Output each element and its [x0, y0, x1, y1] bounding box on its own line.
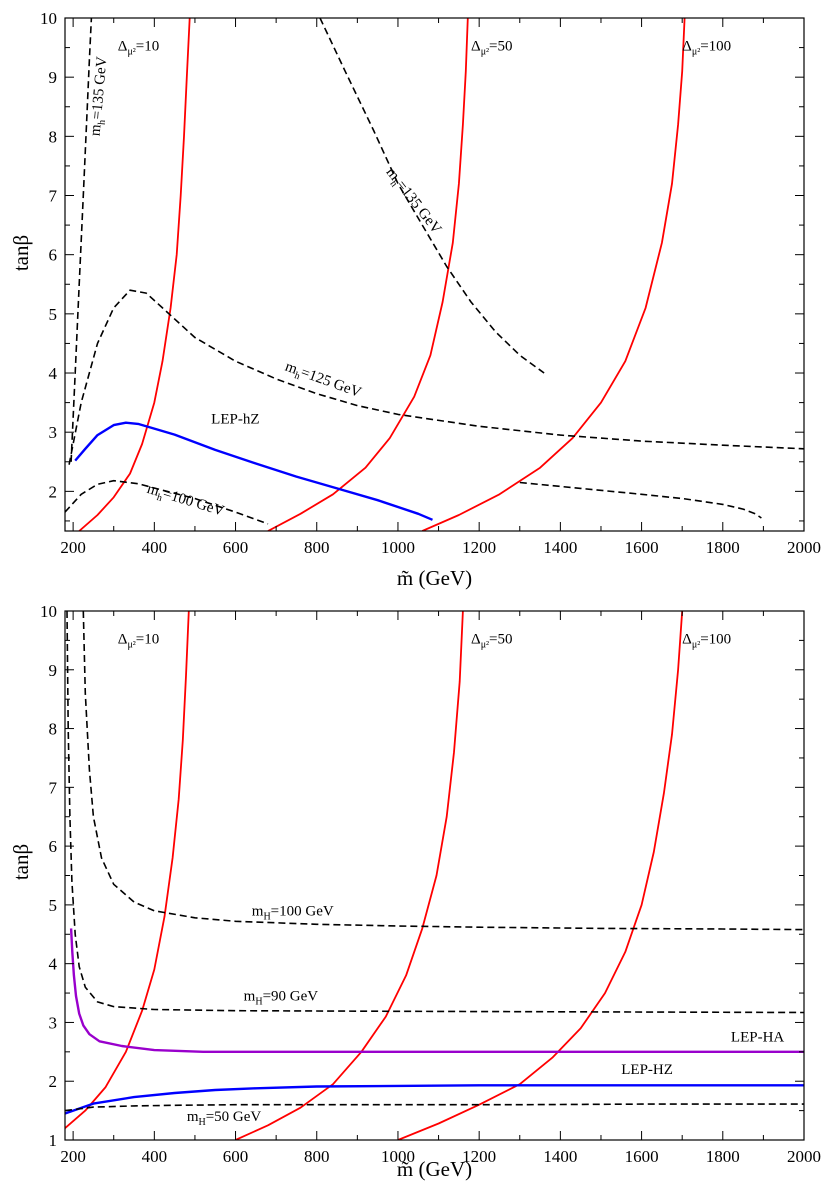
x-tick-label: 1400 — [543, 538, 577, 557]
y-tick-label: 7 — [49, 187, 58, 206]
series-line-7 — [519, 481, 762, 519]
y-tick-label: 2 — [49, 482, 58, 501]
y-axis-title: tanβ — [9, 844, 33, 880]
x-axis-title: m̃ (GeV) — [397, 1157, 472, 1181]
x-tick-label: 1800 — [706, 538, 740, 557]
y-tick-label: 5 — [49, 896, 58, 915]
curve-label-rotated: mh=135 GeV — [380, 164, 444, 239]
plot-area — [65, 611, 804, 1140]
x-tick-label: 1800 — [706, 1147, 740, 1166]
x-tick-label: 600 — [223, 1147, 249, 1166]
y-tick-label: 9 — [49, 661, 58, 680]
x-tick-label: 1000 — [381, 538, 415, 557]
series-line-4 — [66, 611, 804, 1014]
series-line-1 — [235, 611, 464, 1140]
curve-label: Δμ²=10 — [118, 39, 159, 58]
x-tick-label: 1200 — [462, 1147, 496, 1166]
curve-label: Δμ²=50 — [471, 39, 512, 58]
series-line-5 — [69, 928, 804, 1054]
series-line-7 — [65, 1103, 804, 1112]
y-axis-title: tanβ — [9, 235, 33, 271]
y-tick-label: 8 — [49, 127, 58, 146]
curve-label: LEP-hZ — [211, 411, 259, 427]
y-tick-label: 3 — [49, 1013, 58, 1032]
curve-label: Δμ²=100 — [682, 39, 731, 58]
series-line-8 — [74, 421, 433, 521]
y-tick-label: 7 — [49, 778, 58, 797]
plot-frame — [64, 17, 805, 532]
series-line-6 — [65, 479, 269, 525]
top-chart: 200 400 600 800 1000 1200 1400 1600 1800 2000 2 3 4 5… — [9, 9, 821, 590]
x-tick-label: 400 — [142, 538, 168, 557]
curve-label: LEP-HZ — [621, 1062, 673, 1078]
y-tick-label: 1 — [49, 1131, 58, 1150]
plot-frame — [64, 610, 805, 1141]
series-line-5 — [68, 289, 804, 465]
curve-label-rotated: mh=135 GeV — [88, 56, 114, 137]
curve-label-rotated: mh=100 GeV — [144, 481, 226, 523]
x-tick-label: 1200 — [462, 538, 496, 557]
x-tick-label: 600 — [223, 538, 249, 557]
curve-label: mH=50 GeV — [187, 1109, 262, 1128]
x-tick-label: 1400 — [543, 1147, 577, 1166]
x-tick-label: 1600 — [625, 1147, 659, 1166]
y-tick-label: 3 — [49, 423, 58, 442]
x-tick-label: 2000 — [787, 1147, 821, 1166]
series-line-4 — [319, 18, 545, 374]
y-tick-label: 4 — [49, 364, 58, 383]
x-tick-label: 2000 — [787, 538, 821, 557]
x-tick-label: 800 — [304, 1147, 330, 1166]
series-line-0 — [65, 611, 190, 1129]
curve-label: mH=100 GeV — [252, 903, 334, 922]
x-axis-title: m̃ (GeV) — [397, 566, 472, 590]
bottom-chart: 200 400 600 800 1000 1200 1400 1600 1800 2000 1 2 3 4… — [9, 602, 821, 1181]
y-tick-label: 6 — [49, 246, 58, 265]
y-tick-label: 8 — [49, 720, 58, 739]
y-tick-label: 10 — [40, 602, 57, 621]
series-line-1 — [267, 18, 469, 531]
series-line-3 — [70, 18, 93, 462]
x-tick-label: 200 — [60, 1147, 86, 1166]
series-line-0 — [78, 18, 191, 531]
curve-label-rotated: mh=125 GeV — [282, 359, 364, 404]
curve-label: LEP-HA — [731, 1029, 784, 1045]
x-tick-label: 400 — [142, 1147, 168, 1166]
plot-area — [65, 18, 804, 531]
y-tick-label: 5 — [49, 305, 58, 324]
x-tick-label: 1600 — [625, 538, 659, 557]
x-tick-label: 800 — [304, 538, 330, 557]
y-tick-label: 4 — [49, 955, 58, 974]
curve-label: Δμ²=50 — [471, 631, 512, 650]
x-tick-label: 1000 — [381, 1147, 415, 1166]
series-line-6 — [65, 1084, 804, 1115]
curve-label: mH=90 GeV — [244, 989, 319, 1008]
y-tick-label: 9 — [49, 68, 58, 87]
series-line-2 — [421, 18, 686, 531]
curve-label: Δμ²=100 — [682, 631, 731, 650]
y-tick-label: 2 — [49, 1072, 58, 1091]
series-line-2 — [397, 611, 684, 1140]
y-tick-label: 6 — [49, 837, 58, 856]
x-tick-label: 200 — [60, 538, 86, 557]
y-tick-label: 10 — [40, 9, 57, 28]
series-line-3 — [82, 611, 804, 931]
curve-label: Δμ²=10 — [118, 631, 159, 650]
